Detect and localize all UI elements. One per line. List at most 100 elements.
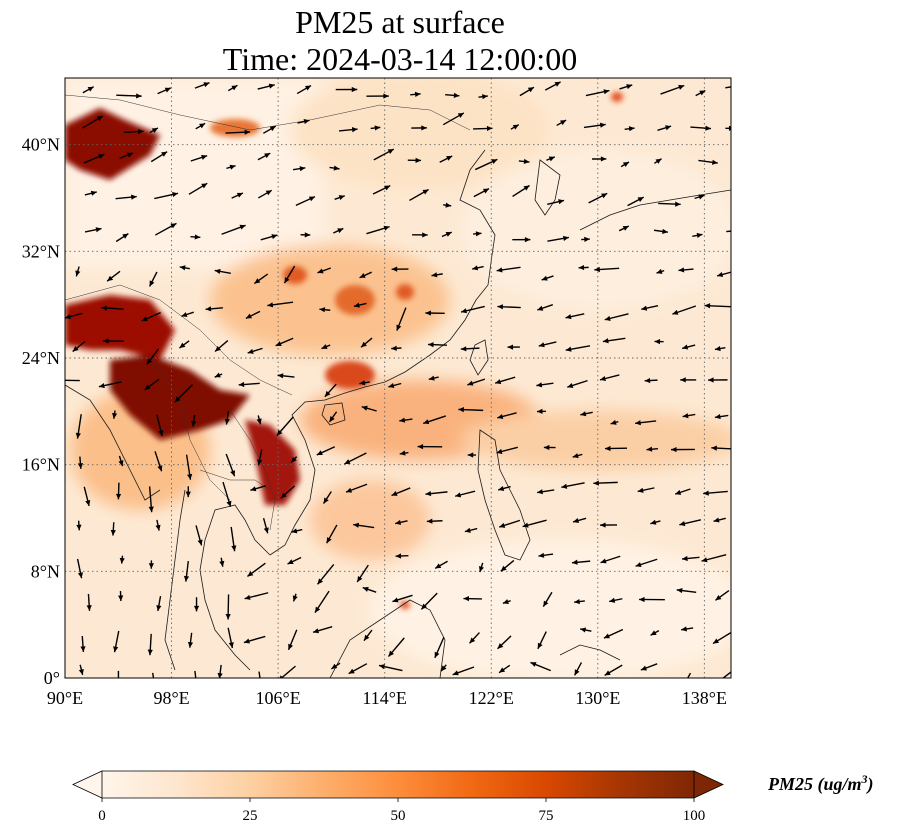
- wind-arrow: [155, 519, 161, 531]
- wind-arrow: [711, 445, 731, 451]
- wind-arrow: [179, 265, 190, 271]
- wind-arrow: [151, 672, 155, 678]
- wind-arrow: [458, 407, 484, 413]
- wind-arrow: [321, 344, 331, 350]
- wind-arrow: [536, 408, 546, 414]
- wind-arrow: [287, 556, 302, 565]
- wind-arrow: [391, 266, 409, 272]
- wind-arrow: [258, 671, 261, 678]
- wind-arrow: [714, 345, 726, 352]
- wind-arrow: [425, 491, 448, 497]
- wind-arrow: [571, 559, 591, 565]
- wind-arrow: [363, 629, 373, 642]
- wind-arrow: [115, 233, 129, 243]
- coastline-korea: [534, 159, 561, 216]
- wind-arrow: [703, 490, 728, 496]
- wind-arrow: [425, 310, 445, 316]
- wind-arrow: [116, 93, 142, 99]
- wind-arrow: [118, 591, 124, 602]
- wind-arrow: [519, 86, 535, 97]
- wind-arrow: [115, 194, 137, 200]
- wind-arrow: [395, 519, 408, 525]
- wind-arrow: [547, 235, 569, 242]
- wind-arrow: [146, 348, 160, 365]
- wind-arrow: [335, 86, 358, 93]
- wind-arrow: [682, 413, 696, 419]
- wind-arrow: [654, 339, 664, 345]
- wind-arrow: [417, 444, 443, 450]
- wind-arrow: [222, 481, 232, 508]
- wind-arrow: [409, 188, 429, 202]
- wind-arrow: [247, 347, 263, 354]
- wind-arrow: [434, 560, 448, 569]
- wind-arrow: [454, 490, 476, 498]
- lon-tick-label: 130°E: [575, 688, 620, 708]
- wind-arrow: [722, 671, 731, 678]
- wind-arrow: [641, 305, 659, 311]
- wind-arrow: [183, 560, 190, 582]
- wind-arrow: [443, 202, 452, 208]
- wind-arrow: [544, 81, 561, 91]
- wind-arrow: [441, 231, 453, 238]
- wind-arrow: [225, 594, 231, 620]
- wind-arrow: [594, 266, 620, 273]
- wind-arrow: [609, 597, 623, 603]
- wind-arrow: [147, 633, 153, 656]
- coastline-new-guinea: [559, 644, 621, 661]
- wind-arrow: [214, 340, 229, 353]
- wind-arrow: [292, 166, 306, 172]
- wind-arrow: [434, 636, 445, 659]
- wind-arrow: [510, 124, 520, 130]
- wind-arrow: [195, 525, 203, 546]
- wind-arrow: [65, 379, 80, 382]
- wind-arrow: [708, 377, 728, 383]
- wind-arrow: [599, 374, 620, 382]
- wind-arrow: [214, 372, 223, 378]
- wind-arrow: [360, 337, 373, 348]
- wind-arrow: [567, 379, 588, 388]
- wind-arrow: [644, 377, 658, 384]
- wind-arrow: [83, 486, 91, 507]
- wind-arrow: [604, 664, 623, 676]
- wind-arrow: [407, 157, 422, 163]
- wind-arrow: [546, 156, 556, 162]
- wind-arrow: [154, 222, 177, 236]
- wind-arrow: [427, 342, 447, 348]
- wind-arrow: [245, 310, 261, 319]
- wind-arrow: [174, 384, 194, 403]
- lon-tick-label: 114°E: [362, 688, 407, 708]
- hotspot-borneo: [400, 601, 410, 609]
- wind-arrow: [473, 188, 490, 198]
- wind-arrow: [472, 265, 484, 271]
- wind-arrow: [478, 562, 484, 573]
- lat-tick-label: 16°N: [22, 455, 60, 475]
- wind-arrow: [500, 559, 515, 572]
- wind-arrow: [681, 344, 696, 350]
- wind-arrow: [156, 596, 162, 612]
- wind-arrow: [518, 158, 530, 165]
- wind-arrow: [345, 483, 368, 493]
- colorbar-unit-label: PM25 (ug/m3): [768, 772, 874, 795]
- wind-arrow: [292, 593, 298, 602]
- hotspot-northwest: [65, 108, 160, 180]
- wind-arrow: [676, 587, 697, 594]
- longitude-tick-labels: 90°E 98°E 106°E 114°E 122°E 130°E 138°E: [47, 688, 727, 708]
- wind-arrow: [681, 555, 700, 562]
- wind-arrow: [78, 664, 84, 676]
- wind-arrow: [600, 522, 618, 528]
- lon-tick-label: 90°E: [47, 688, 83, 708]
- wind-arrow: [181, 311, 194, 318]
- pm25-field-south-scs: [310, 480, 430, 560]
- wind-arrow: [338, 127, 358, 133]
- pm25-field-pacific-band: [460, 410, 731, 470]
- wind-arrow: [106, 270, 121, 282]
- wind-arrow: [118, 455, 124, 467]
- wind-arrow: [326, 524, 338, 544]
- hotspot-northeast: [611, 92, 623, 102]
- coastline-china-vietnam: [269, 149, 496, 556]
- pm25-field-central: [210, 245, 450, 355]
- wind-arrow: [686, 672, 692, 678]
- wind-arrow: [467, 378, 486, 386]
- coastline-gulf-thailand: [199, 504, 271, 671]
- wind-arrow: [725, 86, 731, 89]
